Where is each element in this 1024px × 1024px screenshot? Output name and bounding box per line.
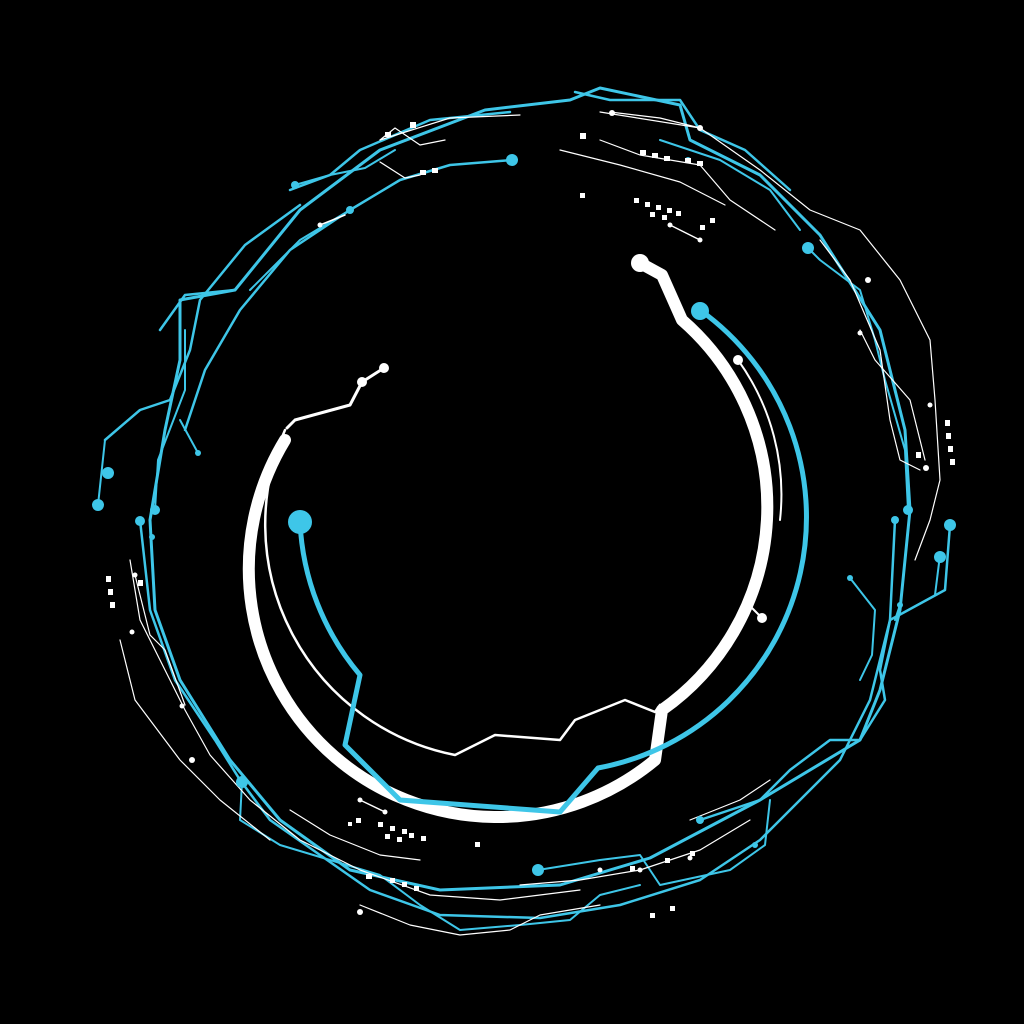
cyan-nodes: [92, 154, 956, 876]
white-nodes: [129, 110, 933, 915]
inner-ring: [242, 257, 809, 823]
tick-squares: [106, 122, 955, 918]
